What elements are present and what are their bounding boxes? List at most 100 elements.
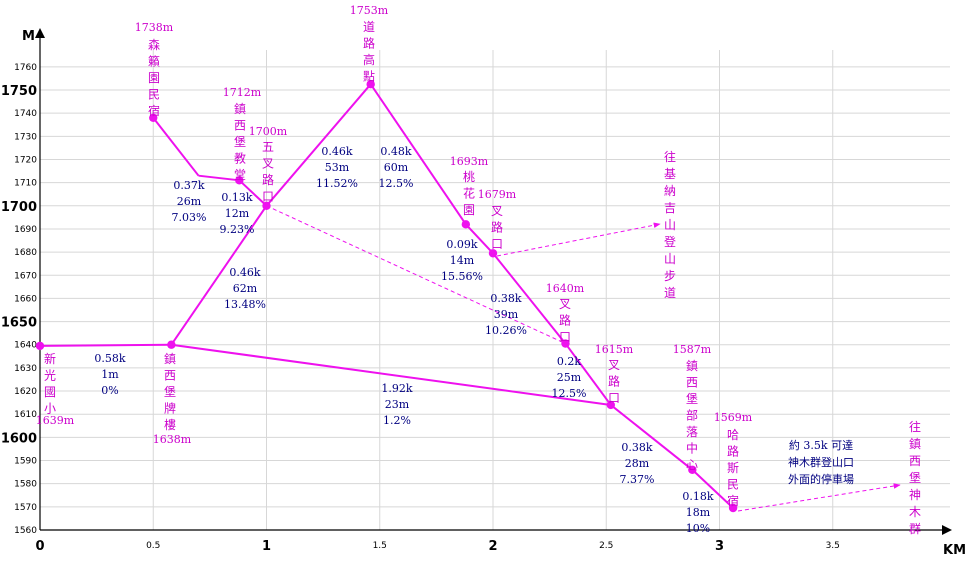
- y-tick-label: 1730: [14, 132, 37, 142]
- y-tick-label: 1670: [14, 271, 37, 281]
- route-points: [35, 80, 738, 513]
- y-tick-label: 1640: [14, 341, 37, 351]
- x-unit-label: KM: [943, 543, 966, 558]
- x-tick-label: 2: [488, 539, 497, 554]
- segment-distance: 0.48k: [380, 145, 411, 158]
- waypoint-altitude: 1587m: [673, 343, 712, 356]
- segment-rise: 39m: [494, 308, 519, 321]
- x-tick-label: 1: [262, 539, 271, 554]
- waypoint-altitude: 1638m: [153, 433, 192, 446]
- waypoint-marker: [35, 341, 45, 351]
- segment-rise: 62m: [233, 282, 258, 295]
- y-tick-label: 1690: [14, 225, 37, 235]
- segment-distance: 0.37k: [173, 179, 204, 192]
- segment-rise: 14m: [450, 254, 475, 267]
- segment-rise: 25m: [557, 371, 582, 384]
- segment-rise: 23m: [385, 398, 410, 411]
- y-tick-label: 1590: [14, 457, 37, 467]
- parking-note-line-3: 外面的停車場: [788, 472, 854, 486]
- waypoint-altitude: 1679m: [478, 188, 517, 201]
- y-tick-label: 1720: [14, 155, 37, 165]
- x-tick-label: 3: [715, 539, 724, 554]
- segment-rise: 12m: [225, 207, 250, 220]
- segment-distance: 0.18k: [682, 490, 713, 503]
- segment-rise: 60m: [384, 161, 409, 174]
- x-tick-label: 2.5: [599, 541, 613, 551]
- waypoint-marker: [149, 113, 158, 122]
- waypoint-name: 桃花園: [463, 169, 475, 217]
- route-labels: 1639m新光國小1638m鎮西堡牌樓1738m森籟園民宿1712m鎮西堡教堂1…: [36, 4, 753, 535]
- route-lines: [39, 83, 734, 509]
- waypoint-marker: [606, 400, 615, 410]
- y-tick-label: 1630: [14, 364, 37, 374]
- waypoint-marker: [728, 503, 738, 513]
- route-segment: [171, 343, 611, 406]
- waypoint-name: 森籟園民宿: [148, 37, 160, 118]
- route-segment: [564, 342, 612, 406]
- waypoint-altitude: 1753m: [350, 4, 389, 17]
- parking-note-line-2: 神木群登山口: [788, 455, 854, 469]
- route-segment: [492, 252, 567, 345]
- x-axis-arrow: [942, 525, 952, 535]
- grid: [40, 50, 950, 531]
- waypoint-altitude: 1712m: [223, 86, 262, 99]
- route-segment: [265, 83, 372, 207]
- waypoint-name: 叉路口: [491, 204, 503, 251]
- y-tick-label: 1660: [14, 294, 37, 304]
- waypoint-name: 哈路斯民宿: [727, 428, 739, 508]
- y-tick-label: 1750: [1, 84, 37, 99]
- segment-distance: 0.09k: [446, 238, 477, 251]
- route-segment: [465, 223, 494, 254]
- y-tick-label: 1600: [1, 431, 37, 446]
- waypoint-name: 叉路口: [559, 297, 571, 344]
- waypoint-marker: [167, 340, 176, 349]
- segment-distance: 0.38k: [621, 441, 652, 454]
- y-tick-label: 1560: [14, 526, 37, 536]
- segment-distance: 0.38k: [490, 292, 521, 305]
- waypoint-altitude: 1640m: [546, 282, 585, 295]
- waypoint-altitude: 1615m: [595, 343, 634, 356]
- route-segment: [691, 469, 734, 509]
- x-tick-label: 1.5: [373, 541, 387, 551]
- route-segment: [369, 83, 467, 225]
- sacred-trees-arrow: [737, 483, 901, 512]
- waypoint-marker: [488, 249, 498, 258]
- segment-distance: 0.46k: [229, 266, 260, 279]
- waypoint-name: 新光國小: [44, 351, 56, 416]
- waypoint-altitude: 1693m: [450, 155, 489, 168]
- segment-grade: 12.5%: [552, 387, 587, 400]
- segment-grade: 7.03%: [172, 211, 207, 224]
- segment-grade: 1.2%: [383, 414, 411, 427]
- y-tick-label: 1620: [14, 387, 37, 397]
- route-segment: [198, 174, 240, 182]
- route-segment: [39, 343, 172, 347]
- waypoint-marker: [561, 339, 570, 348]
- route-segment: [152, 117, 200, 177]
- x-tick-label: 0.5: [146, 541, 160, 551]
- waypoint-marker: [366, 80, 375, 89]
- waypoint-marker: [262, 201, 271, 210]
- waypoint-name: 鎮西堡教堂: [234, 101, 246, 182]
- y-tick-label: 1610: [14, 410, 37, 420]
- tick-labels: 1600 1650 1700 1750 1560 1570 1580 1590 1610 1620…: [1, 63, 840, 554]
- segment-grade: 13.48%: [224, 298, 266, 311]
- waypoint-marker: [688, 465, 697, 474]
- y-tick-label: 1760: [14, 63, 37, 73]
- sacred-trees-label: 往鎮西堡神木群: [909, 419, 921, 536]
- segment-distance: 0.58k: [94, 352, 125, 365]
- y-axis-arrow: [35, 28, 45, 38]
- y-tick-label: 1650: [1, 316, 37, 331]
- segment-distance: 0.13k: [221, 191, 252, 204]
- segment-rise: 18m: [686, 506, 711, 519]
- segment-grade: 7.37%: [620, 473, 655, 486]
- parking-note-line-1: 約 3.5k 可達: [789, 438, 853, 452]
- waypoint-name: 道路高點: [363, 20, 375, 84]
- segment-distance: 1.92k: [381, 382, 412, 395]
- segment-rise: 1m: [101, 368, 119, 381]
- segment-grade: 10%: [686, 522, 710, 535]
- y-tick-label: 1580: [14, 480, 37, 490]
- waypoint-name: 鎮西堡牌樓: [164, 351, 176, 432]
- waypoint-altitude: 1738m: [135, 21, 174, 34]
- route-segment: [238, 179, 268, 207]
- segment-grade: 12.5%: [379, 177, 414, 190]
